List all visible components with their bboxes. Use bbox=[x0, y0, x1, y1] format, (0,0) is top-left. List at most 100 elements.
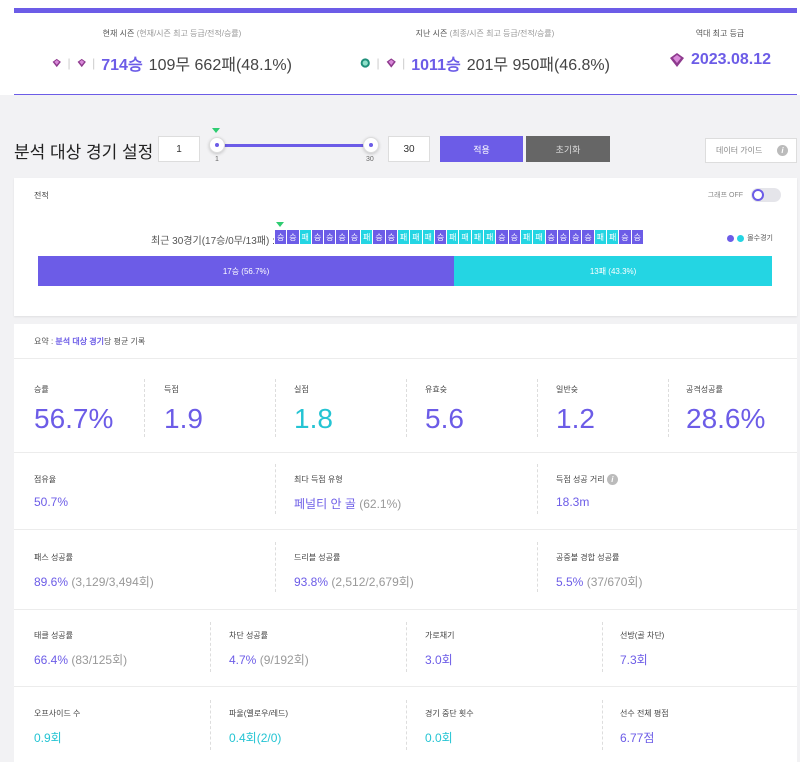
slider-max-label: 30 bbox=[366, 156, 374, 163]
stat-tackle-success: 태클 성공률 66.4% (83/125회) bbox=[34, 631, 128, 667]
best-rank-label: 역대 최고 등급 bbox=[695, 29, 745, 38]
stat-attack-success: 공격성공률 28.6% bbox=[686, 385, 766, 434]
recent-result-cell: 패 bbox=[607, 230, 620, 244]
current-season-sub: (현재/시즌 최고 등급/전적/승률) bbox=[136, 29, 242, 38]
record-title: 전적 bbox=[34, 191, 49, 200]
recent-result-cell: 승 bbox=[348, 230, 362, 244]
stat-interceptions: 가로채기 3.0회 bbox=[425, 631, 455, 667]
final-rank-gem-icon bbox=[360, 58, 370, 68]
stat-possession: 점유율 50.7% bbox=[34, 475, 69, 509]
stat-aerial-success: 공중볼 경합 성공률 5.5% (37/670회) bbox=[556, 553, 643, 589]
recent-result-cell: 패 bbox=[471, 230, 485, 244]
stat-dribble-success: 드리블 성공률 93.8% (2,512/2,679회) bbox=[294, 553, 414, 589]
previous-season-sub: (최종/시즌 최고 등급/전적/승률) bbox=[449, 29, 555, 38]
best-rank-date: 2023.08.12 bbox=[690, 51, 772, 68]
stat-block-success: 차단 성공률 4.7% (9/192회) bbox=[229, 631, 309, 667]
win-ratio-segment: 17승 (56.7%) bbox=[38, 256, 455, 286]
recent-result-cell: 패 bbox=[484, 230, 497, 244]
all-time-rank-gem-icon bbox=[669, 53, 684, 67]
stat-shots: 일반슛 1.2 bbox=[556, 385, 595, 434]
recent-result-cell: 승 bbox=[275, 230, 288, 244]
range-slider-start-handle[interactable] bbox=[209, 137, 225, 153]
recent-result-cell: 승 bbox=[631, 230, 644, 244]
recent-result-cell: 승 bbox=[287, 230, 300, 244]
recent-result-cell: 승 bbox=[545, 230, 558, 244]
recent-result-cell: 패 bbox=[361, 230, 374, 244]
recent-result-cell: 승 bbox=[496, 230, 509, 244]
stat-fouls: 파울(옐로우/레드) 0.4회(2/0) bbox=[229, 709, 289, 745]
rank-gem-icon bbox=[52, 58, 61, 68]
reset-button[interactable]: 초기화 bbox=[526, 136, 610, 162]
range-slider-end-handle[interactable] bbox=[363, 137, 379, 153]
recent-matches-label: 최근 30경기(17승/0무/13패) : bbox=[151, 236, 275, 247]
previous-season: 지난 시즌 (최종/시즌 최고 등급/전적/승률) | | 1011승 201무… bbox=[360, 28, 610, 75]
recent-result-cell: 패 bbox=[594, 230, 608, 244]
prev-best-rank-gem-icon bbox=[386, 58, 396, 68]
top-accent-bar bbox=[14, 8, 797, 13]
distance-info-icon[interactable]: i bbox=[606, 474, 618, 485]
summary-heading: 요약 : 분석 대상 경기당 평균 기록 bbox=[34, 337, 146, 346]
stat-stoppages: 경기 중단 횟수 0.0회 bbox=[425, 709, 474, 745]
range-slider-track[interactable] bbox=[216, 144, 370, 147]
previous-season-label: 지난 시즌 bbox=[415, 29, 448, 38]
stat-shots-on-target: 유효슛 5.6 bbox=[425, 385, 464, 434]
stat-saves: 선방(골 차단) 7.3회 bbox=[620, 631, 665, 667]
graph-toggle-label: 그래프 OFF bbox=[707, 192, 743, 199]
recent-result-cell: 승 bbox=[373, 230, 386, 244]
stat-goal-distance: 득점 성공 거리 i 18.3m bbox=[556, 474, 618, 509]
recent-result-cell: 승 bbox=[434, 230, 448, 244]
recent-result-cell: 승 bbox=[582, 230, 595, 244]
stat-goals: 득점 1.9 bbox=[164, 385, 203, 434]
recent-result-cell: 승 bbox=[570, 230, 583, 244]
best-rank-gem-icon bbox=[77, 58, 86, 68]
recent-marker-icon bbox=[276, 222, 284, 227]
slider-marker-icon bbox=[212, 128, 220, 133]
recent-result-cell: 승 bbox=[311, 230, 325, 244]
win-loss-ratio-bar: 17승 (56.7%) 13패 (43.3%) bbox=[38, 256, 772, 286]
stat-top-goal-type: 최다 득점 유형 페널티 안 골 (62.1%) bbox=[294, 475, 402, 511]
info-icon: i bbox=[777, 145, 788, 156]
previous-wins: 1011승 bbox=[411, 57, 461, 74]
data-guide-label: 데이터 가이드 bbox=[716, 146, 763, 155]
stat-pass-success: 패스 성공률 89.6% (3,129/3,494회) bbox=[34, 553, 154, 589]
setting-title: 분석 대상 경기 설정 bbox=[14, 143, 154, 162]
recent-result-cell: 승 bbox=[324, 230, 337, 244]
current-wins: 714승 bbox=[101, 57, 143, 74]
stat-win-rate: 승률 56.7% bbox=[34, 385, 114, 434]
recent-result-cell: 패 bbox=[447, 230, 460, 244]
recent-result-cell: 패 bbox=[520, 230, 534, 244]
forfeit-legend: 몰수경기 bbox=[727, 233, 773, 243]
recent-result-cell: 패 bbox=[533, 230, 546, 244]
recent-result-cell: 패 bbox=[299, 230, 312, 244]
recent-result-cell: 패 bbox=[397, 230, 411, 244]
recent-result-cell: 승 bbox=[619, 230, 632, 244]
recent-result-cell: 패 bbox=[422, 230, 435, 244]
divider bbox=[14, 358, 797, 359]
legend-win-dot-icon bbox=[727, 234, 735, 242]
stat-player-rating: 선수 전체 평점 6.77점 bbox=[620, 709, 669, 745]
recent-result-cell: 패 bbox=[410, 230, 423, 244]
season-divider bbox=[14, 94, 797, 95]
range-to-input[interactable]: 30 bbox=[388, 136, 430, 162]
apply-button[interactable]: 적용 bbox=[440, 136, 523, 162]
current-season: 현재 시즌 (현재/시즌 최고 등급/전적/승률) | | 714승 109무 … bbox=[52, 28, 292, 75]
best-rank: 역대 최고 등급 2023.08.12 bbox=[660, 28, 780, 69]
data-guide-button[interactable]: 데이터 가이드 i bbox=[705, 138, 797, 163]
slider-min-label: 1 bbox=[215, 156, 219, 163]
current-season-label: 현재 시즌 bbox=[102, 29, 135, 38]
match-range-setting: 분석 대상 경기 설정 1 30 bbox=[0, 128, 800, 168]
stat-offsides: 오프사이드 수 0.9회 bbox=[34, 709, 81, 745]
summary-heading-accent: 분석 대상 경기 bbox=[55, 337, 104, 346]
current-record: 109무 662패(48.1%) bbox=[148, 57, 292, 74]
recent-result-cell: 승 bbox=[557, 230, 571, 244]
season-summary: 현재 시즌 (현재/시즌 최고 등급/전적/승률) | | 714승 109무 … bbox=[0, 0, 800, 95]
summary-card: 요약 : 분석 대상 경기당 평균 기록 승률 56.7% 득점 1.9 실점 … bbox=[14, 324, 797, 762]
graph-toggle[interactable] bbox=[751, 188, 781, 202]
recent-result-cell: 승 bbox=[508, 230, 521, 244]
range-from-input[interactable]: 1 bbox=[158, 136, 200, 162]
graph-toggle-wrap: 그래프 OFF bbox=[708, 188, 781, 202]
recent-result-cell: 승 bbox=[336, 230, 349, 244]
forfeit-legend-label: 몰수경기 bbox=[747, 235, 773, 242]
